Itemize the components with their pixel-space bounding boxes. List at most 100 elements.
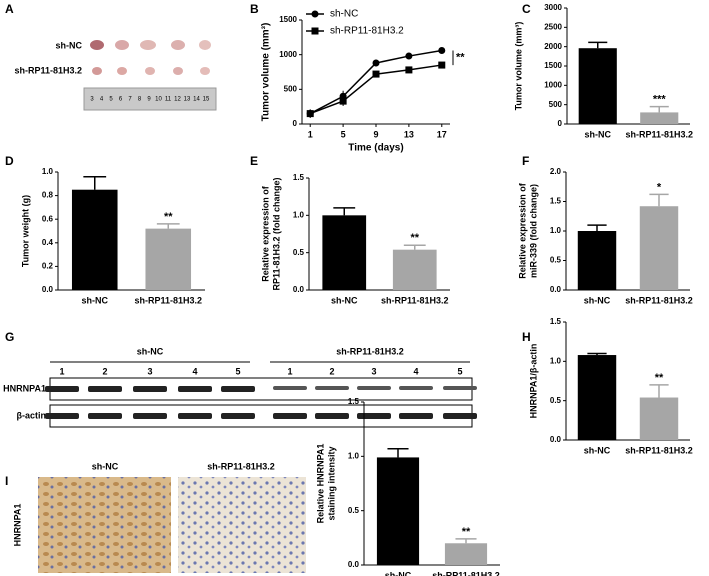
bar <box>577 355 617 440</box>
error-bar <box>587 352 607 356</box>
bar <box>376 457 420 565</box>
y-tick-label: 0.0 <box>550 435 562 444</box>
x-tick-label: sh-RP11-81H3.2 <box>432 570 500 576</box>
band <box>315 413 349 419</box>
band <box>443 386 477 390</box>
y-tick-label: 1000 <box>544 80 562 89</box>
marker <box>306 110 314 118</box>
error-bar <box>403 244 426 250</box>
band <box>221 413 255 419</box>
y-tick-label: 1500 <box>544 61 562 70</box>
bar <box>145 228 192 290</box>
marker <box>405 66 413 74</box>
x-tick-label: 13 <box>404 129 414 139</box>
lane-number: 5 <box>235 366 240 376</box>
error-bar <box>588 41 608 49</box>
stain-label: HNRNPA1 <box>12 504 22 547</box>
legend-marker <box>311 10 319 18</box>
y-tick-label: 0 <box>558 119 563 128</box>
marker <box>372 70 380 78</box>
legend-label: sh-RP11-81H3.2 <box>330 26 404 37</box>
y-axis-label: Tumor volume (mm³) <box>513 22 523 111</box>
y-tick-label: 0.0 <box>550 285 562 294</box>
ruler-number: 10 <box>155 97 162 103</box>
band <box>357 386 391 390</box>
ruler-number: 6 <box>119 97 123 103</box>
ruler-number: 3 <box>90 97 94 103</box>
band <box>45 413 79 419</box>
y-tick-label: 1.0 <box>550 226 562 235</box>
bar <box>640 112 679 124</box>
band <box>273 413 307 419</box>
band <box>315 386 349 390</box>
bar <box>392 249 437 290</box>
y-axis-label: Relative expression of <box>260 185 270 282</box>
lane-number: 5 <box>457 366 462 376</box>
bar <box>577 231 617 290</box>
x-tick-label: sh-RP11-81H3.2 <box>625 129 693 139</box>
row-label: sh-RP11-81H3.2 <box>14 65 82 75</box>
y-tick-label: 1.0 <box>550 356 562 365</box>
y-axis-label: HNRNPA1/β-actin <box>528 344 538 419</box>
band <box>443 413 477 419</box>
band <box>178 386 212 392</box>
y-axis-label: Relative expression of <box>517 182 527 279</box>
x-tick-label: 17 <box>437 129 447 139</box>
band <box>399 413 433 419</box>
image-label: sh-NC <box>92 461 119 471</box>
y-axis-label: Relative HNRNPA1 <box>315 444 325 524</box>
annotation: ** <box>655 372 664 384</box>
panel-letter: B <box>250 2 259 16</box>
x-tick-label: sh-RP11-81H3.2 <box>625 295 693 305</box>
x-tick-label: sh-NC <box>584 295 611 305</box>
lane-number: 3 <box>147 366 152 376</box>
x-tick-label: sh-RP11-81H3.2 <box>381 295 449 305</box>
y-tick-label: 1.5 <box>293 173 305 182</box>
ihc-image <box>178 477 306 573</box>
x-tick-label: sh-NC <box>82 295 109 305</box>
marker <box>405 52 413 60</box>
ruler-number: 5 <box>109 97 113 103</box>
panel-letter: H <box>522 330 531 344</box>
lane-number: 3 <box>371 366 376 376</box>
annotation: * <box>657 181 662 193</box>
blot-label: HNRNPA1 <box>3 383 46 393</box>
x-tick-label: 5 <box>341 129 346 139</box>
ihc-image <box>38 477 171 573</box>
ruler-number: 12 <box>174 97 181 103</box>
band <box>273 386 307 390</box>
bar <box>444 543 488 565</box>
y-tick-label: 0.5 <box>550 396 562 405</box>
lane-number: 1 <box>287 366 292 376</box>
y-tick-label: 500 <box>549 100 563 109</box>
band <box>133 413 167 419</box>
y-axis-label: miR-339 (fold change) <box>528 184 538 278</box>
band <box>399 386 433 390</box>
legend-marker <box>311 27 319 35</box>
row-label: sh-NC <box>56 40 83 50</box>
error-bar <box>649 384 669 398</box>
band <box>45 386 79 392</box>
group-label: sh-NC <box>137 346 164 356</box>
marker <box>438 61 446 69</box>
annotation: ** <box>462 526 471 538</box>
y-tick-label: 0.5 <box>550 256 562 265</box>
error-bar <box>83 175 107 190</box>
y-axis-label: Tumor weight (g) <box>20 195 30 267</box>
bar <box>639 206 679 290</box>
x-tick-label: sh-RP11-81H3.2 <box>625 445 693 455</box>
x-tick-label: sh-RP11-81H3.2 <box>134 295 202 305</box>
y-tick-label: 1.0 <box>293 210 305 219</box>
y-tick-label: 0.6 <box>42 214 54 223</box>
y-tick-label: 1.0 <box>348 451 360 460</box>
y-tick-label: 2.0 <box>550 167 562 176</box>
panel-letter: I <box>5 474 8 488</box>
x-tick-label: sh-NC <box>584 445 611 455</box>
y-axis-label: Tumor volume (mm³) <box>261 23 272 122</box>
bar <box>322 215 367 290</box>
x-tick-label: sh-NC <box>585 129 612 139</box>
band <box>133 386 167 392</box>
ruler-number: 4 <box>100 97 104 103</box>
x-tick-label: 9 <box>373 129 378 139</box>
